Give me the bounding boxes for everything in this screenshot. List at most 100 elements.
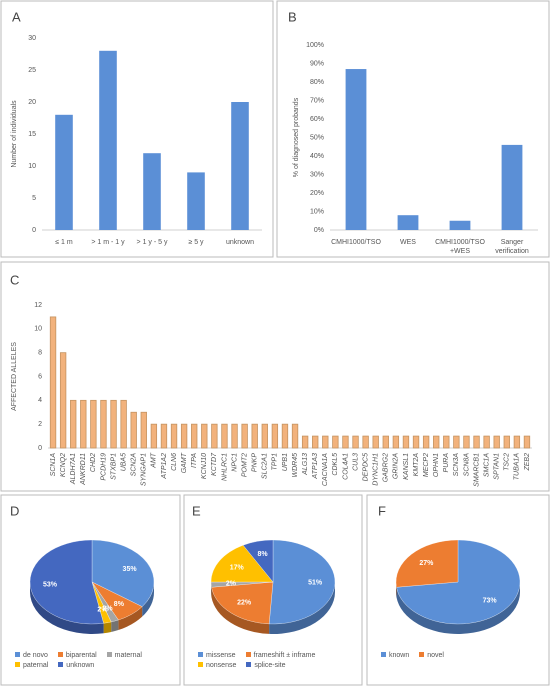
x-tick-label: KCTD7 — [211, 452, 218, 476]
bar — [322, 435, 329, 449]
y-tick-label: 20% — [310, 190, 324, 197]
x-tick-label: CMHI1000/TSO +WES — [435, 239, 485, 255]
bar — [110, 399, 117, 449]
x-tick-label: CMHI1000/TSO — [331, 239, 381, 246]
y-tick-label: 10% — [310, 208, 324, 215]
x-tick-label: OPHN1 — [433, 453, 440, 477]
legend-label: maternal — [114, 652, 142, 659]
bar — [312, 435, 319, 449]
legend-item: de novo — [15, 652, 48, 659]
legend-swatch — [381, 652, 386, 657]
bar — [473, 435, 480, 449]
bar — [453, 435, 460, 449]
y-tick-label: 0 — [38, 445, 42, 452]
x-tick-label: SCN1A — [50, 453, 57, 477]
legend-item: missense — [198, 652, 236, 659]
x-tick-label: unknown — [225, 239, 255, 246]
bar — [90, 399, 97, 449]
legend-item: novel — [419, 652, 444, 659]
x-tick-label: PNKP — [252, 453, 259, 472]
y-axis-label: AFFECTED ALLELES — [11, 342, 18, 411]
x-tick-label: TUBA1A — [514, 453, 521, 481]
y-tick-label: 0 — [32, 227, 36, 234]
x-tick-label: GAMT — [181, 452, 188, 473]
bar — [130, 411, 137, 449]
bar — [140, 411, 147, 449]
bar — [221, 423, 228, 449]
bar — [443, 435, 450, 449]
x-tick-label: DYNC1H1 — [373, 453, 380, 486]
data-label: 53% — [43, 582, 58, 589]
bar — [261, 423, 268, 449]
legend-swatch — [198, 652, 203, 657]
x-tick-label: UPB1 — [282, 453, 289, 471]
legend-swatch — [106, 652, 112, 657]
y-tick-label: 12 — [34, 302, 42, 309]
pie-slice — [395, 539, 459, 588]
x-tick-label: ALDH7A1 — [70, 453, 77, 485]
bar — [402, 435, 410, 449]
pie-depth — [118, 606, 143, 631]
y-tick-label: 80% — [310, 79, 324, 86]
bar — [180, 423, 188, 449]
pie-slice — [29, 539, 104, 625]
x-tick-label: AMT — [151, 452, 158, 469]
x-tick-label: MECP2 — [423, 453, 430, 477]
data-label: 8% — [114, 601, 125, 608]
data-label: 73% — [483, 598, 498, 605]
bar — [281, 423, 289, 449]
bar — [301, 435, 309, 449]
x-tick-label: POMT2 — [241, 453, 248, 477]
x-tick-label: KCNQ2 — [60, 453, 67, 477]
legend-label: novel — [427, 652, 444, 659]
panel-label: E — [192, 503, 201, 518]
bar — [170, 423, 178, 449]
data-label: 8% — [257, 551, 268, 558]
y-tick-label: 6 — [38, 373, 42, 380]
panel-frame — [366, 494, 550, 686]
legend-label: nonsense — [206, 662, 237, 669]
bar — [291, 423, 299, 449]
x-tick-label: KCNJ10 — [201, 453, 208, 479]
data-label: 2% — [226, 581, 237, 588]
panel-label: B — [288, 9, 297, 24]
x-tick-label: WDR45 — [292, 453, 299, 478]
y-tick-label: 10 — [34, 326, 42, 333]
x-tick-label: TPP1 — [272, 453, 279, 471]
y-tick-label: 40% — [310, 153, 324, 160]
pie-slice — [396, 539, 521, 625]
y-tick-label: 0% — [314, 227, 324, 234]
bar — [523, 435, 531, 449]
bar — [231, 423, 238, 449]
x-tick-label: SPTAN1 — [494, 453, 501, 480]
x-tick-label: ALG13 — [302, 453, 309, 476]
y-tick-label: 70% — [310, 97, 324, 104]
legend-label: known — [389, 652, 410, 659]
bar — [345, 69, 367, 230]
y-axis-label: Number of individuals — [11, 100, 18, 168]
pie-depth — [396, 582, 520, 634]
bar — [382, 435, 389, 449]
bar — [397, 215, 419, 230]
legend-swatch — [198, 662, 203, 667]
legend-item: splice-site — [246, 662, 285, 669]
legend-swatch — [245, 652, 251, 657]
x-tick-label: GRIN2A — [393, 453, 400, 479]
y-tick-label: 50% — [310, 134, 324, 141]
data-label: 35% — [123, 566, 138, 573]
legend-label: splice-site — [254, 662, 286, 669]
bar — [187, 172, 205, 230]
y-tick-label: 60% — [310, 116, 324, 123]
panel-label: A — [12, 9, 21, 24]
bar — [422, 435, 430, 449]
x-tick-label: STXBP1 — [110, 453, 117, 480]
pie-depth — [111, 620, 119, 632]
data-label: 51% — [308, 580, 323, 587]
x-tick-label: ZEB2 — [524, 453, 531, 472]
y-tick-label: 4 — [38, 397, 42, 404]
panel-frame — [0, 494, 181, 686]
x-tick-label: GABRG2 — [383, 453, 390, 482]
y-tick-label: 8 — [38, 350, 42, 357]
x-tick-label: PCDH19 — [100, 453, 107, 481]
